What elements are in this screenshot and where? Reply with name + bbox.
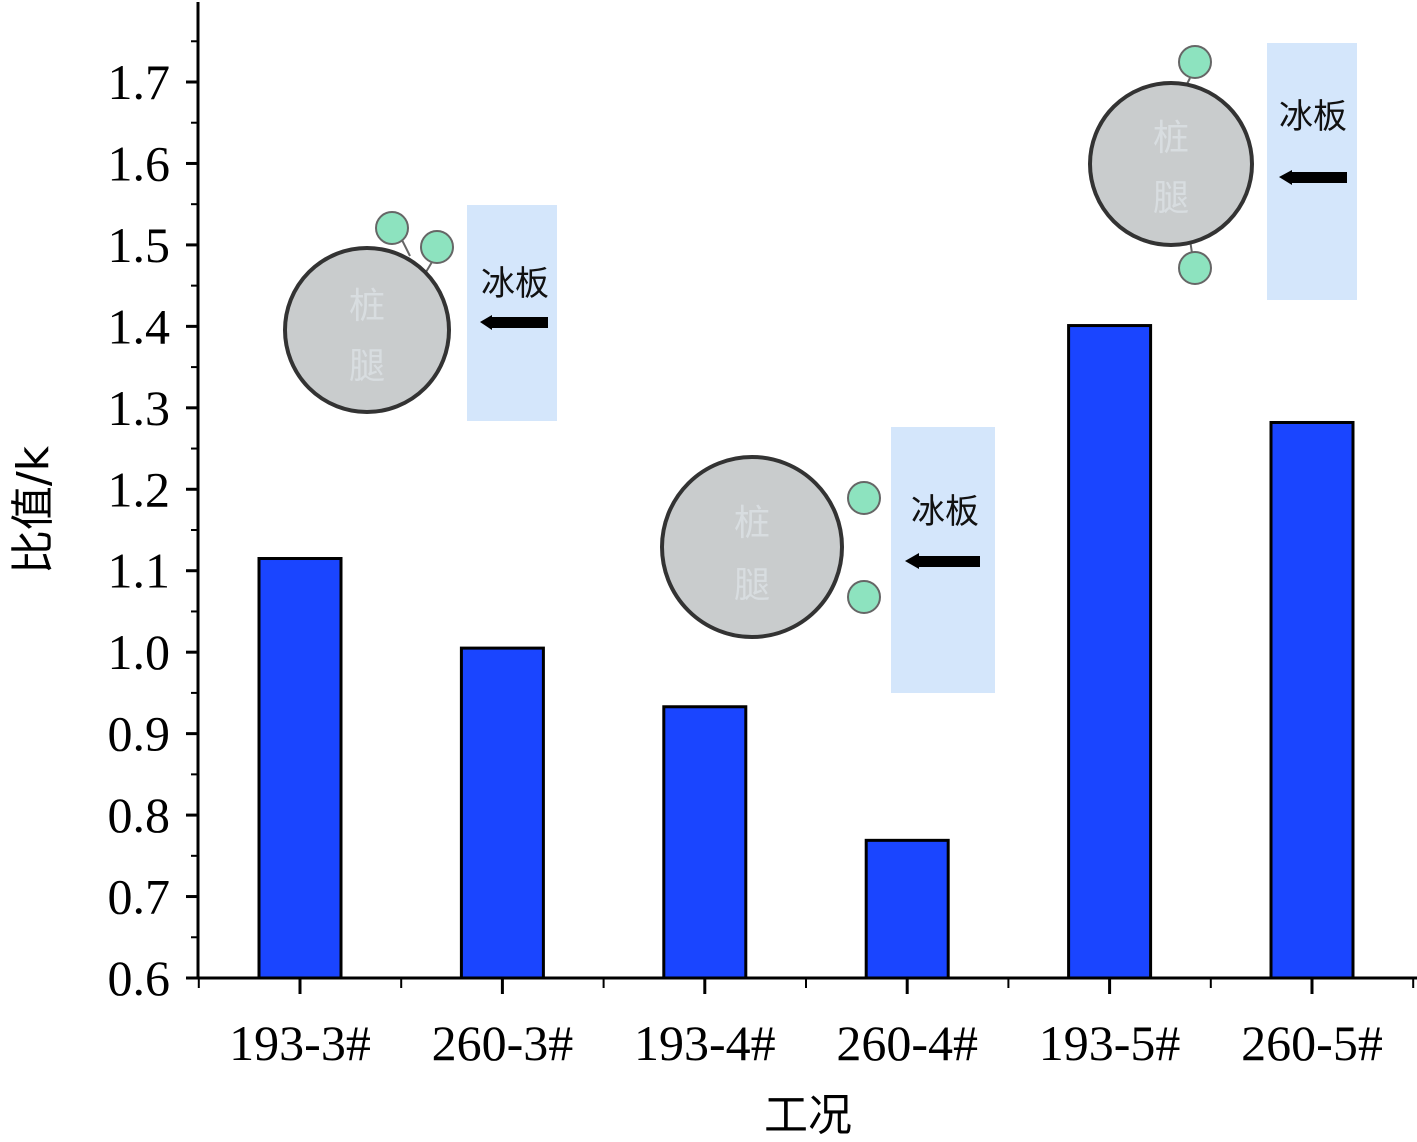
y-tick-label: 1.3	[108, 380, 171, 436]
bar-193-3#	[257, 557, 343, 980]
pile-leg-label-5b: 腿	[1153, 178, 1189, 219]
y-tick-label: 0.7	[108, 869, 171, 925]
pile-leg-label-4b: 腿	[734, 565, 770, 606]
sensor-3b	[420, 230, 454, 264]
x-tick-label: 260-3#	[432, 1015, 574, 1071]
x-tick-label: 193-3#	[229, 1015, 371, 1071]
sensor-5b	[1178, 251, 1212, 285]
y-tick-label: 0.8	[108, 787, 171, 843]
bar-260-5#	[1269, 420, 1355, 980]
ice-plate-5	[1267, 43, 1357, 300]
y-tick-label: 0.6	[108, 950, 171, 1006]
bar-260-4#	[864, 838, 950, 980]
y-tick-label: 1.7	[108, 54, 171, 110]
y-tick-label: 1.0	[108, 624, 171, 680]
x-tick-label: 193-5#	[1039, 1015, 1181, 1071]
y-tick-label: 1.1	[108, 543, 171, 599]
x-ticks-group: 193-3# 260-3# 193-4# 260-4# 193-5# 260-5#	[197, 978, 1415, 1071]
y-tick-label: 1.2	[108, 461, 171, 517]
sensor-4a	[847, 481, 881, 515]
inset-3-diagram: 冰板 桩 腿	[283, 205, 557, 421]
bar-260-3#	[459, 646, 545, 980]
sensor-5a	[1178, 45, 1212, 79]
y-tick-label: 0.9	[108, 706, 171, 762]
x-axis-title: 工况	[764, 1090, 852, 1141]
y-axis-title: 比值/k	[8, 445, 59, 574]
inset-4-diagram: 冰板 桩 腿	[660, 427, 995, 693]
ice-plate-label-5: 冰板	[1279, 97, 1347, 137]
pile-leg-label-4a: 桩	[734, 503, 770, 544]
left-arrow-icon	[905, 553, 980, 569]
y-ticks-group: 0.6 0.7 0.8 0.9 1.0 1.1 1.2 1.3 1.4 1.5 1.6 1.7	[108, 40, 198, 1006]
bar-193-5#	[1067, 324, 1153, 980]
left-arrow-icon	[1279, 170, 1347, 185]
pile-leg-5	[1088, 81, 1254, 247]
left-arrow-icon	[480, 315, 548, 330]
pile-leg-label-5a: 桩	[1153, 118, 1189, 159]
ice-plate-label-4: 冰板	[911, 492, 979, 532]
pile-leg-4	[660, 455, 844, 639]
bar-193-4#	[662, 705, 748, 980]
y-tick-label: 1.4	[108, 298, 171, 354]
pile-leg-label-3b: 腿	[349, 346, 385, 387]
ice-plate-3	[467, 205, 557, 421]
pile-leg-label-3a: 桩	[349, 286, 385, 327]
x-tick-label: 193-4#	[634, 1015, 776, 1071]
y-tick-label: 1.5	[108, 217, 171, 273]
ice-plate-label-3: 冰板	[481, 264, 549, 304]
sensor-4b	[847, 580, 881, 614]
y-tick-label: 1.6	[108, 135, 171, 191]
pile-leg-3	[283, 246, 451, 414]
inset-5-diagram: 冰板 桩 腿	[1088, 43, 1357, 300]
bars-group	[257, 324, 1355, 980]
x-tick-label: 260-5#	[1241, 1015, 1383, 1071]
x-tick-label: 260-4#	[836, 1015, 978, 1071]
sensor-3a	[375, 211, 409, 245]
